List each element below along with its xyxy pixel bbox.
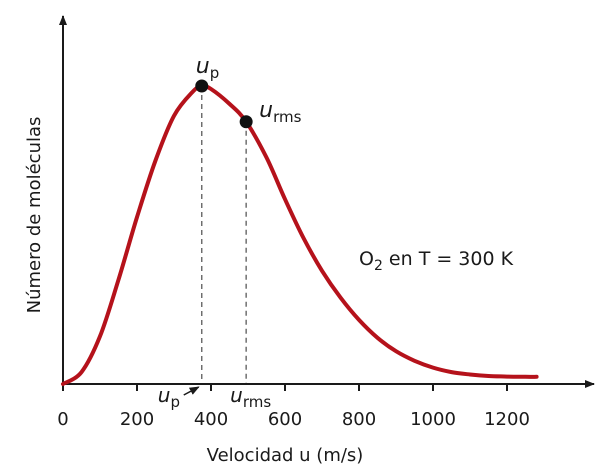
x-tick-label: 200 [120,409,154,430]
up-axis-arrow [183,386,200,396]
up-axis-marker: up [158,383,180,411]
distribution-curve [61,83,539,386]
temperature-annotation: O2 en T = 300 K [359,248,514,274]
up-point-label: up [196,54,219,82]
urms-point [239,115,253,129]
x-tick-label: 600 [268,409,302,430]
x-tick-label: 800 [342,409,376,430]
x-tick-label: 1200 [484,409,530,430]
urms-point-label: urms [259,98,301,126]
x-axis-title: Velocidad u (m/s) [207,445,364,466]
x-tick-label: 400 [194,409,228,430]
urms-axis-marker: urms [230,383,271,411]
x-tick-label: 1000 [410,409,456,430]
x-tick-label: 0 [57,409,68,430]
up-point [195,79,209,93]
y-axis-title: Número de moléculas [24,117,45,314]
